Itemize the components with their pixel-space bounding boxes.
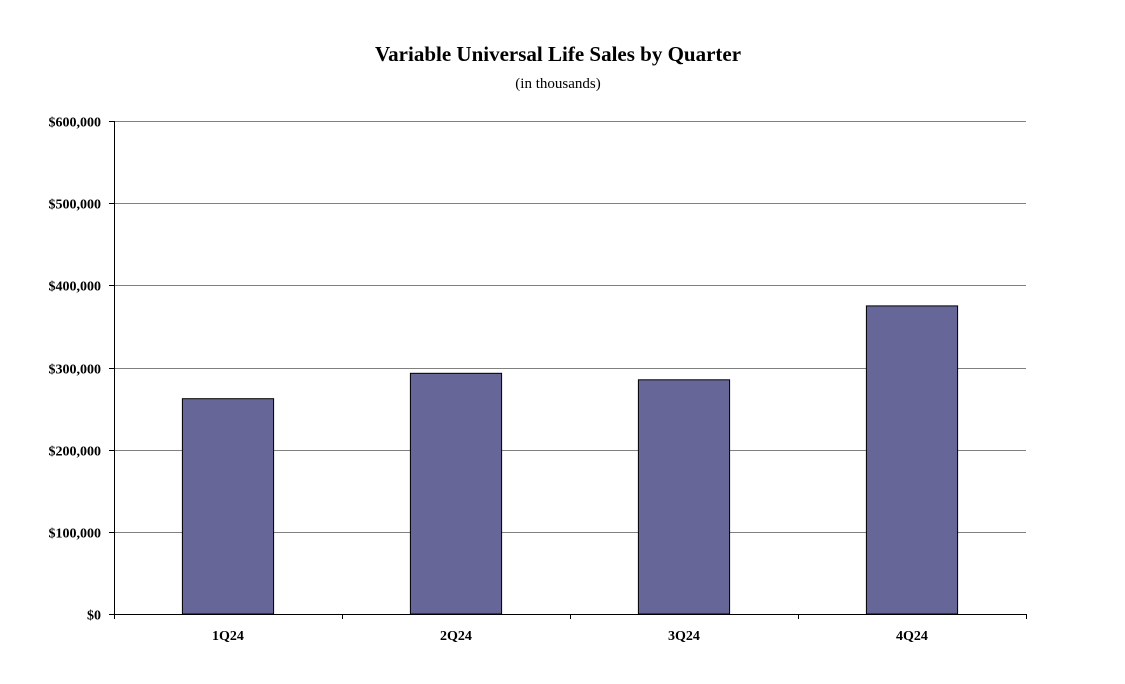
x-tick-label: 1Q24: [212, 629, 244, 644]
bars: [181, 305, 959, 615]
x-tick-label: 3Q24: [668, 629, 700, 644]
y-tick-label: $600,000: [49, 116, 102, 131]
bar-3q24: [637, 379, 731, 615]
axis-labels: $0 $100,000 $200,000 $300,000 $400,000 $500,0…: [49, 116, 928, 645]
bar-4q24: [865, 305, 959, 615]
axes: [109, 121, 1027, 619]
chart-subtitle: (in thousands): [515, 76, 601, 92]
y-tick-label: $0: [87, 609, 101, 624]
y-tick-label: $500,000: [49, 198, 102, 213]
y-tick-label: $300,000: [49, 363, 102, 378]
chart-title: Variable Universal Life Sales by Quarter: [374, 42, 742, 66]
bar-2q24: [409, 372, 503, 615]
y-tick-label: $400,000: [49, 280, 102, 295]
x-tick-label: 2Q24: [440, 629, 472, 644]
y-tick-label: $200,000: [49, 445, 102, 460]
bar-1q24: [181, 398, 275, 615]
y-tick-label: $100,000: [49, 527, 102, 542]
x-tick-label: 4Q24: [896, 629, 928, 644]
